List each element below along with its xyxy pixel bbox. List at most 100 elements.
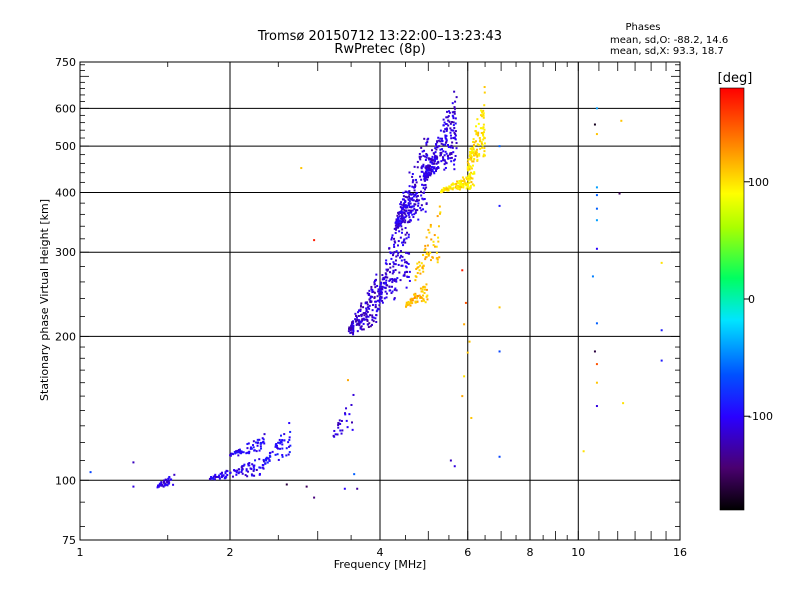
data-point	[445, 134, 448, 137]
data-point	[456, 180, 459, 183]
data-point	[430, 159, 433, 162]
data-point	[402, 239, 405, 242]
data-point	[425, 156, 428, 159]
data-point	[385, 273, 388, 276]
data-point	[256, 442, 259, 445]
data-point	[247, 451, 250, 454]
data-point	[450, 152, 453, 155]
data-point	[595, 322, 598, 325]
data-point	[454, 186, 457, 189]
data-point	[478, 137, 481, 140]
data-point	[401, 217, 404, 220]
data-point	[359, 308, 362, 311]
data-point	[406, 196, 409, 199]
data-point	[89, 471, 92, 474]
data-point	[263, 442, 266, 445]
data-point	[360, 320, 363, 323]
data-point	[424, 176, 427, 179]
data-point	[464, 301, 467, 304]
data-point	[157, 485, 160, 488]
data-point	[399, 211, 402, 214]
data-point	[483, 136, 486, 139]
data-point	[361, 328, 364, 331]
data-point	[439, 140, 442, 143]
data-point	[414, 200, 417, 203]
data-point	[407, 263, 410, 266]
data-point	[237, 449, 240, 452]
data-point	[366, 306, 369, 309]
data-point	[422, 264, 425, 267]
data-point	[167, 481, 170, 484]
data-point	[480, 142, 483, 145]
data-point	[467, 163, 470, 166]
data-point	[393, 262, 396, 265]
data-point	[429, 251, 432, 254]
data-point	[447, 146, 450, 149]
data-point	[170, 478, 173, 481]
data-point	[425, 236, 428, 239]
data-point	[371, 295, 374, 298]
data-point	[406, 221, 409, 224]
data-point	[463, 182, 466, 185]
data-point	[365, 307, 368, 310]
data-point	[378, 298, 381, 301]
data-point	[422, 154, 425, 157]
data-point	[305, 485, 308, 488]
data-point	[498, 145, 501, 148]
data-point	[479, 127, 482, 130]
data-point	[339, 429, 342, 432]
data-point	[436, 140, 439, 143]
data-point	[425, 152, 428, 155]
data-point	[416, 300, 419, 303]
data-point	[402, 203, 405, 206]
data-point	[422, 298, 425, 301]
data-point	[255, 468, 258, 471]
data-point	[425, 170, 428, 173]
data-point	[404, 219, 407, 222]
data-point	[411, 302, 414, 305]
data-point	[482, 114, 485, 117]
data-point	[389, 251, 392, 254]
data-point	[388, 247, 391, 250]
data-point	[595, 107, 598, 110]
data-point	[438, 145, 441, 148]
data-point	[466, 183, 469, 186]
colorbar	[719, 87, 745, 511]
data-point	[393, 278, 396, 281]
data-point	[467, 177, 470, 180]
data-point	[369, 297, 372, 300]
data-point	[220, 476, 223, 479]
data-point	[385, 268, 388, 271]
data-point	[391, 236, 394, 239]
data-point	[401, 264, 404, 267]
data-point	[425, 186, 428, 189]
data-point	[349, 331, 352, 334]
data-point	[455, 147, 458, 150]
data-point	[352, 333, 355, 336]
data-point	[479, 114, 482, 117]
data-point	[424, 210, 427, 213]
data-point	[593, 350, 596, 353]
data-point	[390, 292, 393, 295]
data-point	[172, 483, 175, 486]
data-point	[264, 462, 267, 465]
data-point	[395, 280, 398, 283]
data-point	[420, 300, 423, 303]
data-point	[476, 143, 479, 146]
data-point	[430, 149, 433, 152]
data-point	[396, 214, 399, 217]
data-point	[208, 477, 211, 480]
data-point	[395, 218, 398, 221]
data-point	[337, 426, 340, 429]
data-point	[443, 121, 446, 124]
data-point	[427, 157, 430, 160]
data-point	[359, 309, 362, 312]
data-point	[280, 441, 283, 444]
data-point	[274, 445, 277, 448]
data-point	[479, 139, 482, 142]
data-point	[448, 185, 451, 188]
data-point	[396, 221, 399, 224]
data-point	[471, 183, 474, 186]
data-point	[449, 134, 452, 137]
data-point	[471, 164, 474, 167]
